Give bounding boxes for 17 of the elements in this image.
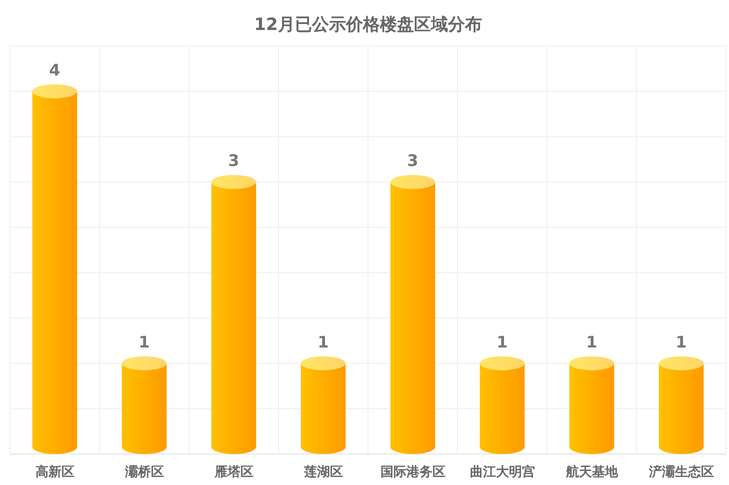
x-tick-label: 高新区: [35, 465, 74, 480]
x-tick-label: 灞桥区: [124, 465, 164, 480]
x-tick-label: 国际港务区: [380, 465, 446, 480]
data-label: 4: [49, 60, 60, 80]
data-label: 1: [318, 332, 329, 352]
x-tick-label: 航天基地: [566, 465, 618, 480]
x-tick-label: 雁塔区: [214, 465, 254, 480]
x-tick-label: 曲江大明宫: [470, 465, 535, 480]
data-label: 3: [228, 151, 240, 170]
data-label: 1: [496, 332, 508, 352]
data-label: 1: [138, 332, 150, 352]
data-label: 1: [676, 332, 687, 352]
x-tick-label: 莲湖区: [304, 465, 343, 480]
x-tick-label: 浐灞生态区: [648, 465, 714, 480]
data-label: 1: [586, 332, 598, 352]
data-label: 3: [407, 151, 418, 170]
chart-title: 12月已公示价格楼盘区域分布: [254, 15, 482, 35]
